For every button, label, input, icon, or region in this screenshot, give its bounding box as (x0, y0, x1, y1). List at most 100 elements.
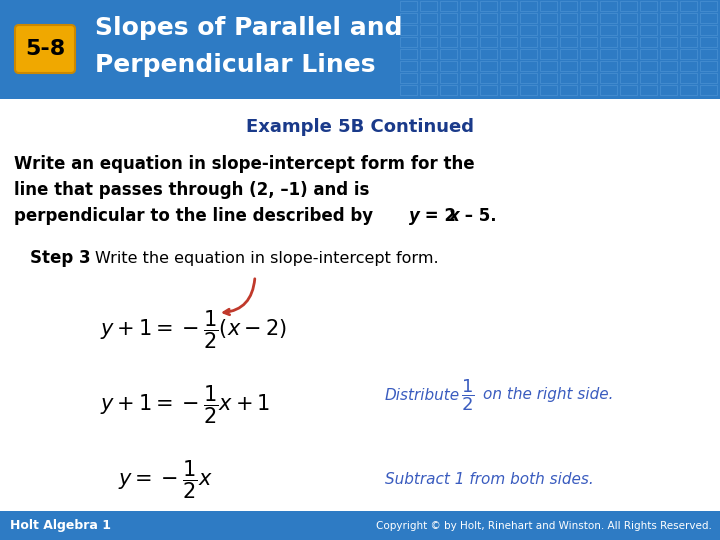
Bar (520, 1, 537, 11)
Bar (620, 1, 637, 11)
Bar (0, 511, 720, 540)
Bar (620, 85, 637, 95)
Bar (400, 1, 417, 11)
Text: Step 3: Step 3 (30, 249, 91, 267)
Bar (540, 85, 557, 95)
Bar (700, 85, 717, 95)
Bar (480, 61, 497, 71)
Bar (400, 13, 417, 23)
Bar (680, 61, 697, 71)
Text: 5-8: 5-8 (25, 39, 65, 59)
Bar (420, 61, 437, 71)
Bar (500, 25, 517, 35)
Text: Copyright © by Holt, Rinehart and Winston. All Rights Reserved.: Copyright © by Holt, Rinehart and Winsto… (376, 521, 712, 531)
Bar (660, 25, 677, 35)
Bar (640, 25, 657, 35)
Bar (700, 61, 717, 71)
Text: Subtract 1 from both sides.: Subtract 1 from both sides. (385, 472, 594, 488)
Bar (580, 73, 597, 83)
Bar (640, 61, 657, 71)
Text: – 5.: – 5. (459, 207, 497, 225)
Bar (640, 1, 657, 11)
Text: Distribute: Distribute (385, 388, 460, 402)
Bar (520, 37, 537, 47)
Bar (600, 73, 617, 83)
Bar (400, 25, 417, 35)
Bar (580, 13, 597, 23)
Bar (440, 61, 457, 71)
Bar (480, 49, 497, 59)
Text: y: y (409, 207, 420, 225)
Bar (520, 73, 537, 83)
Bar (460, 37, 477, 47)
Bar (680, 1, 697, 11)
Bar (660, 49, 677, 59)
Bar (580, 37, 597, 47)
Bar (580, 25, 597, 35)
Bar (540, 25, 557, 35)
Bar (620, 61, 637, 71)
Bar (400, 61, 417, 71)
Bar (460, 13, 477, 23)
Bar (540, 13, 557, 23)
Bar (500, 13, 517, 23)
Bar (560, 1, 577, 11)
Bar (580, 85, 597, 95)
Bar (700, 25, 717, 35)
Bar (500, 73, 517, 83)
Bar (540, 61, 557, 71)
Bar (660, 13, 677, 23)
Bar (680, 25, 697, 35)
Bar (620, 25, 637, 35)
Bar (540, 1, 557, 11)
Bar (600, 85, 617, 95)
Bar (700, 49, 717, 59)
Bar (480, 73, 497, 83)
Bar (620, 49, 637, 59)
Bar (620, 13, 637, 23)
Bar (420, 1, 437, 11)
Bar (420, 49, 437, 59)
Text: Example 5B Continued: Example 5B Continued (246, 118, 474, 136)
Bar (500, 61, 517, 71)
Bar (540, 73, 557, 83)
Bar (640, 73, 657, 83)
Bar (540, 37, 557, 47)
Bar (460, 25, 477, 35)
Bar (480, 37, 497, 47)
Bar (680, 37, 697, 47)
Bar (480, 85, 497, 95)
Bar (640, 85, 657, 95)
Bar (680, 73, 697, 83)
Bar (660, 73, 677, 83)
Text: line that passes through (2, –1) and is: line that passes through (2, –1) and is (14, 181, 369, 199)
Bar (640, 37, 657, 47)
Bar (480, 1, 497, 11)
Bar (700, 73, 717, 83)
Text: $y + 1 = -\dfrac{1}{2}(x - 2)$: $y + 1 = -\dfrac{1}{2}(x - 2)$ (100, 309, 287, 351)
Bar (440, 1, 457, 11)
Bar (420, 85, 437, 95)
Bar (680, 85, 697, 95)
Bar (640, 13, 657, 23)
Bar (680, 13, 697, 23)
Bar (580, 61, 597, 71)
Bar (600, 25, 617, 35)
Text: on the right side.: on the right side. (483, 388, 613, 402)
Bar (440, 85, 457, 95)
Bar (640, 49, 657, 59)
Bar (660, 61, 677, 71)
FancyBboxPatch shape (15, 25, 75, 73)
Bar (560, 13, 577, 23)
Bar (560, 37, 577, 47)
Bar (500, 85, 517, 95)
Text: perpendicular to the line described by: perpendicular to the line described by (14, 207, 379, 225)
Bar (0, 0, 720, 99)
Bar (580, 49, 597, 59)
Bar (500, 49, 517, 59)
Bar (700, 13, 717, 23)
Bar (560, 61, 577, 71)
Bar (440, 73, 457, 83)
Bar (560, 73, 577, 83)
Text: Holt Algebra 1: Holt Algebra 1 (10, 519, 111, 532)
